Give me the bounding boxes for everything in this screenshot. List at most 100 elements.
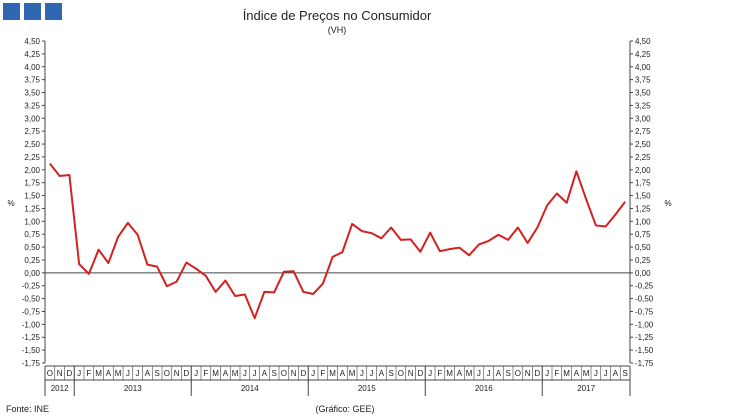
y-tick-label-left: 3,25 — [24, 101, 40, 110]
y-tick-label-right: 4,25 — [635, 50, 651, 59]
month-label: D — [417, 369, 423, 378]
month-label: A — [145, 369, 151, 378]
logo-block-2 — [24, 3, 41, 20]
y-tick-label-right: 0,25 — [635, 256, 651, 265]
line-layer — [49, 163, 626, 320]
y-tick-label-right: -1,25 — [635, 333, 654, 342]
month-label: J — [604, 369, 608, 378]
series-line-0 — [49, 163, 626, 320]
chart-subtitle: (VH) — [328, 25, 347, 35]
y-tick-label-right: 2,50 — [635, 140, 651, 149]
y-axis-label-left: % — [7, 199, 14, 208]
logo-block-3 — [45, 3, 62, 20]
year-label: 2012 — [51, 384, 69, 393]
month-label: J — [194, 369, 198, 378]
month-label: D — [534, 369, 540, 378]
month-label: S — [505, 369, 510, 378]
axes-group: 4,50 4,50 4,25 4,25 4,00 4,00 3,75 3,75 3,50 3,50… — [22, 37, 654, 396]
month-label: J — [487, 369, 491, 378]
y-tick-label-left: 0,50 — [24, 243, 40, 252]
y-tick-label-left: 3,00 — [24, 114, 40, 123]
month-label: M — [563, 369, 570, 378]
y-tick-label-left: 2,25 — [24, 153, 40, 162]
y-tick-label-left: 4,00 — [24, 63, 40, 72]
credit-note: (Gráfico: GEE) — [315, 404, 374, 414]
y-tick-label-left: 1,75 — [24, 179, 40, 188]
month-label: M — [466, 369, 473, 378]
month-label: M — [212, 369, 219, 378]
month-label: J — [594, 369, 598, 378]
month-label: J — [77, 369, 81, 378]
source-note: Fonte: INE — [6, 404, 49, 414]
month-label: J — [428, 369, 432, 378]
y-tick-label-right: 4,50 — [635, 37, 651, 46]
y-tick-label-left: 2,50 — [24, 140, 40, 149]
y-tick-label-right: 1,25 — [635, 204, 651, 213]
y-tick-label-left: 0,00 — [24, 269, 40, 278]
y-tick-label-right: 3,00 — [635, 114, 651, 123]
y-tick-label-left: 1,00 — [24, 217, 40, 226]
month-label: M — [583, 369, 590, 378]
y-tick-label-right: 4,00 — [635, 63, 651, 72]
y-tick-label-right: 1,00 — [635, 217, 651, 226]
y-tick-label-right: -0,50 — [635, 295, 654, 304]
month-label: O — [164, 369, 170, 378]
month-label: A — [106, 369, 112, 378]
y-tick-label-left: -0,75 — [22, 307, 41, 316]
year-label: 2016 — [475, 384, 493, 393]
month-label: J — [253, 369, 257, 378]
year-label: 2014 — [241, 384, 259, 393]
month-label: J — [126, 369, 130, 378]
y-tick-label-right: -0,75 — [635, 307, 654, 316]
y-tick-label-left: -0,50 — [22, 295, 41, 304]
y-tick-label-right: 1,75 — [635, 179, 651, 188]
month-label: S — [388, 369, 393, 378]
month-label: A — [457, 369, 463, 378]
month-label: O — [47, 369, 53, 378]
y-tick-label-right: 0,00 — [635, 269, 651, 278]
y-tick-label-right: 3,50 — [635, 89, 651, 98]
y-tick-label-right: 0,50 — [635, 243, 651, 252]
y-tick-label-left: -1,25 — [22, 333, 41, 342]
month-label: A — [574, 369, 580, 378]
month-label: J — [360, 369, 364, 378]
y-tick-label-left: 0,75 — [24, 230, 40, 239]
month-label: D — [66, 369, 72, 378]
y-tick-label-right: -1,50 — [635, 346, 654, 355]
y-tick-label-left: 3,75 — [24, 76, 40, 85]
y-tick-label-right: 0,75 — [635, 230, 651, 239]
month-label: N — [174, 369, 180, 378]
y-tick-label-right: -1,75 — [635, 359, 654, 368]
month-label: J — [311, 369, 315, 378]
y-tick-label-right: 3,75 — [635, 76, 651, 85]
month-label: N — [408, 369, 414, 378]
month-label: D — [300, 369, 306, 378]
chart-title: Índice de Preços no Consumidor — [243, 8, 432, 23]
y-tick-label-right: -0,25 — [635, 282, 654, 291]
month-label: M — [329, 369, 336, 378]
month-label: M — [115, 369, 122, 378]
month-label: A — [496, 369, 502, 378]
month-label: J — [477, 369, 481, 378]
y-tick-label-left: 2,75 — [24, 127, 40, 136]
month-label: O — [398, 369, 404, 378]
month-label: F — [320, 369, 325, 378]
y-tick-label-left: -1,50 — [22, 346, 41, 355]
month-label: J — [243, 369, 247, 378]
y-tick-label-right: 3,25 — [635, 101, 651, 110]
month-label: D — [183, 369, 189, 378]
month-label: F — [203, 369, 208, 378]
y-tick-label-left: 3,50 — [24, 89, 40, 98]
year-label: 2013 — [124, 384, 142, 393]
y-tick-label-right: -1,00 — [635, 320, 654, 329]
month-label: O — [515, 369, 521, 378]
year-label: 2017 — [577, 384, 595, 393]
y-tick-label-right: 2,75 — [635, 127, 651, 136]
y-tick-label-right: 2,00 — [635, 166, 651, 175]
month-label: S — [154, 369, 159, 378]
month-label: M — [349, 369, 356, 378]
month-label: A — [379, 369, 385, 378]
month-label: J — [370, 369, 374, 378]
month-label: S — [271, 369, 276, 378]
y-tick-label-left: 2,00 — [24, 166, 40, 175]
